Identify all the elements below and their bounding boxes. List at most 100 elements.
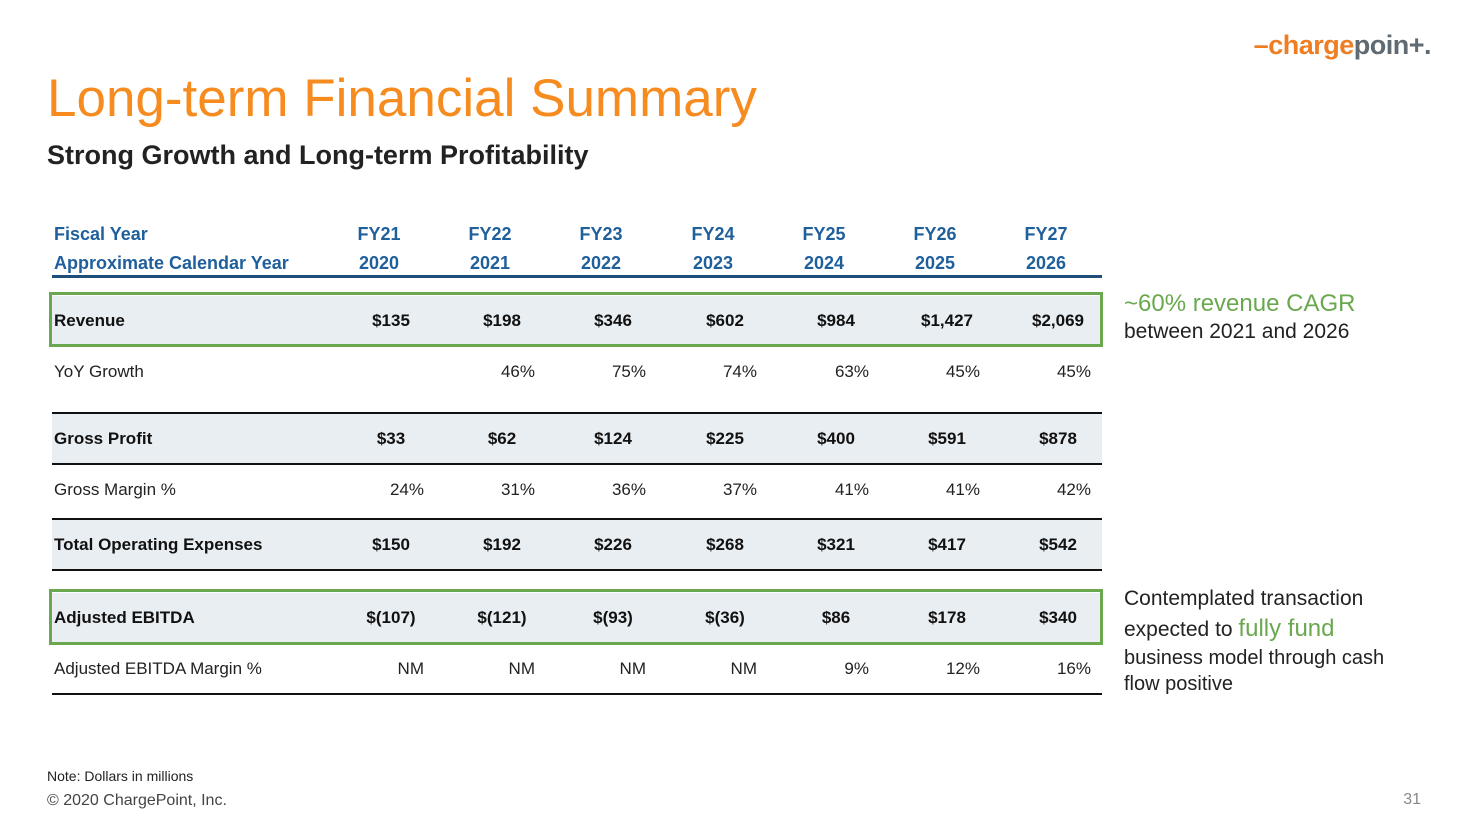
header-calendar-year: 2020	[358, 253, 400, 273]
page-number: 31	[1403, 791, 1421, 808]
header-calendar-year: 2022	[580, 253, 622, 273]
table-cell: $(121)	[477, 608, 527, 627]
table-cell: 41%	[945, 480, 980, 499]
table-cell: $(36)	[705, 608, 745, 627]
table-cell: 36%	[611, 480, 646, 499]
chargepoint-logo: –chargepoin+.	[1253, 30, 1432, 60]
table-cell: 46%	[500, 362, 535, 381]
page-title: Long-term Financial Summary	[47, 69, 757, 128]
table-cell: $2,069	[1032, 311, 1084, 330]
copyright: © 2020 ChargePoint, Inc.	[47, 792, 227, 809]
table-cell: $226	[594, 534, 632, 554]
row-divider	[52, 463, 1102, 465]
cagr-headline: ~60% revenue CAGR	[1124, 290, 1356, 317]
table-cell: $1,427	[921, 311, 973, 330]
table-cell: NM	[619, 659, 646, 678]
table-cell: 42%	[1056, 480, 1091, 499]
table-cell: NM	[730, 659, 757, 678]
table-cell: 63%	[834, 362, 869, 381]
table-cell: NM	[508, 659, 535, 678]
table-row-operating-expenses: Total Operating Expenses $150 $192 $226 $26…	[52, 520, 1102, 569]
table-cell: NM	[397, 659, 424, 678]
table-cell: 75%	[611, 362, 646, 381]
table-cell: $591	[928, 428, 966, 448]
funding-line-3: business model through cash flow positiv…	[1124, 647, 1385, 695]
table-row-revenue: Revenue $135 $198 $346 $602 $984 $1,427 $2,069	[52, 296, 1102, 346]
table-cell: 45%	[945, 362, 980, 381]
table-cell: $62	[487, 428, 517, 448]
table-cell: $417	[928, 534, 966, 554]
table-cell: 9%	[844, 659, 869, 678]
row-divider	[52, 412, 1102, 414]
row-label: Revenue	[54, 311, 125, 330]
row-label: Adjusted EBITDA Margin %	[54, 659, 262, 678]
funding-line-2: expected to fully fund	[1124, 615, 1335, 642]
header-fiscal-year: FY27	[1024, 224, 1068, 244]
table-cell	[324, 350, 424, 394]
page-subtitle: Strong Growth and Long-term Profitabilit…	[47, 140, 589, 170]
row-divider	[52, 569, 1102, 571]
revenue-highlight-box	[49, 292, 1103, 347]
table-row-gross-profit: Gross Profit $33 $62 $124 $225 $400 $591 $878	[52, 414, 1102, 463]
table-cell: $150	[372, 534, 410, 554]
table-row-gross-margin: Gross Margin % 24% 31% 36% 37% 41% 41% 42%	[52, 467, 1102, 513]
header-divider	[52, 275, 1102, 278]
header-fiscal-year: FY23	[579, 224, 623, 244]
fully-fund-highlight: fully fund	[1238, 615, 1335, 642]
row-label: Adjusted EBITDA	[54, 608, 195, 627]
table-bottom-rule	[52, 693, 1102, 695]
table-cell: $198	[483, 311, 521, 330]
table-cell: $(93)	[593, 608, 633, 627]
ebitda-highlight-box	[49, 589, 1103, 645]
row-divider	[52, 518, 1102, 520]
table-cell: 24%	[389, 480, 424, 499]
cagr-detail: between 2021 and 2026	[1124, 320, 1350, 343]
table-cell: 37%	[722, 480, 757, 499]
table-cell: 31%	[500, 480, 535, 499]
table-cell: 45%	[1056, 362, 1091, 381]
table-cell: $340	[1039, 608, 1077, 627]
table-cell: $400	[817, 428, 855, 448]
header-calendar-year: 2026	[1025, 253, 1067, 273]
header-calendar-year: 2024	[803, 253, 845, 273]
header-fiscal-year-label: Fiscal Year	[54, 224, 148, 244]
table-cell: $346	[594, 311, 632, 330]
table-cell: $124	[594, 428, 632, 448]
table-cell: $192	[483, 534, 521, 554]
table-cell: $602	[706, 311, 744, 330]
table-cell: $542	[1039, 534, 1077, 554]
header-fiscal-year: FY26	[913, 224, 957, 244]
table-cell: 16%	[1056, 659, 1091, 678]
header-fiscal-year: FY21	[357, 224, 401, 244]
row-label: YoY Growth	[54, 362, 144, 381]
header-fiscal-year: FY25	[802, 224, 846, 244]
table-cell: $225	[706, 428, 744, 448]
header-calendar-year: 2023	[692, 253, 734, 273]
table-cell: $135	[372, 311, 410, 330]
funding-callout: Contemplated transaction expected to ful…	[1124, 584, 1424, 697]
funding-line-1: Contemplated transaction	[1124, 587, 1364, 610]
header-calendar-year-label: Approximate Calendar Year	[54, 253, 289, 273]
table-cell: 12%	[945, 659, 980, 678]
table-cell: $878	[1039, 428, 1077, 448]
header-fiscal-year: FY22	[468, 224, 512, 244]
table-cell: $984	[817, 311, 855, 330]
row-label: Total Operating Expenses	[54, 534, 263, 554]
table-cell: $178	[928, 608, 966, 627]
table-cell: $86	[821, 608, 851, 627]
table-cell: 41%	[834, 480, 869, 499]
table-cell: $(107)	[366, 608, 416, 627]
table-cell: $268	[706, 534, 744, 554]
footnote: Note: Dollars in millions	[47, 768, 194, 784]
row-label: Gross Profit	[54, 428, 153, 448]
table-cell: 74%	[722, 362, 757, 381]
header-fiscal-year: FY24	[691, 224, 735, 244]
header-calendar-year: 2021	[469, 253, 511, 273]
table-cell: $33	[376, 428, 406, 448]
cagr-callout: ~60% revenue CAGR between 2021 and 2026	[1124, 290, 1355, 344]
table-row-ebitda-margin: Adjusted EBITDA Margin % NM NM NM NM 9% 12% 16…	[52, 647, 1102, 691]
row-label: Gross Margin %	[54, 480, 176, 499]
table-row-yoy-growth: YoY Growth 46% 75% 74% 63% 45% 45%	[52, 350, 1102, 394]
table-row-adjusted-ebitda: Adjusted EBITDA $(107) $(121) $(93) $(36) $8…	[52, 593, 1102, 643]
table-cell: $321	[817, 534, 855, 554]
